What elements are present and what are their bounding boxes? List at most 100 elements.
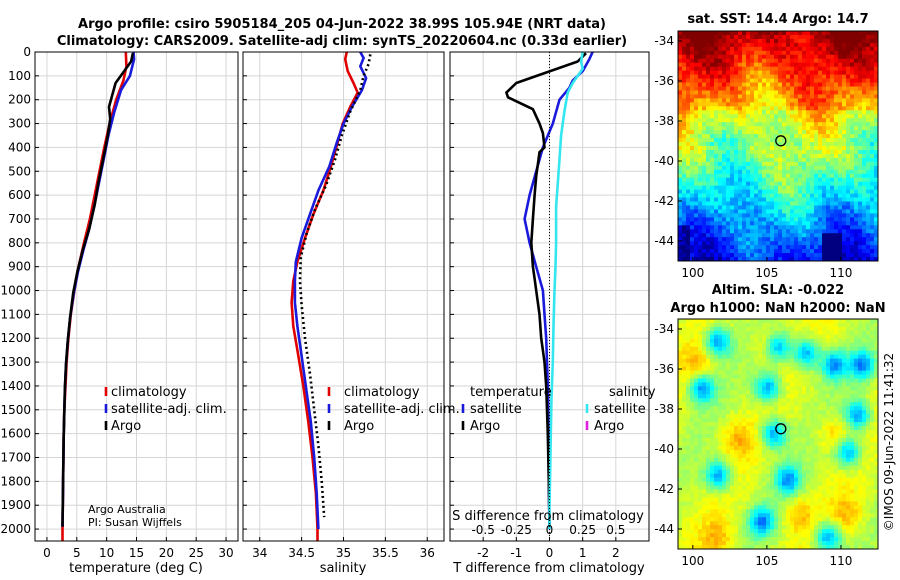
map-cell: [774, 173, 779, 179]
map-cell: [790, 217, 795, 222]
map-cell: [678, 153, 683, 159]
map-cell: [790, 149, 795, 155]
map-cell: [726, 410, 731, 415]
map-cell: [790, 422, 795, 427]
map-cell: [818, 430, 823, 435]
map-cell: [734, 126, 739, 131]
legend-label: satellite-adj. clim.: [344, 402, 460, 417]
map-cell: [698, 62, 703, 68]
map-cell: [874, 90, 878, 96]
map-cell: [726, 114, 731, 119]
map-cell: [802, 38, 807, 44]
map-cell: [714, 86, 719, 92]
map-cell: [866, 146, 871, 151]
map-cell: [758, 161, 763, 167]
x-tick-label: 34: [252, 546, 267, 560]
map-cell: [826, 350, 831, 356]
map-cell: [798, 374, 803, 380]
map-cell: [746, 34, 751, 40]
map-cell: [690, 146, 695, 151]
map-cell: [842, 394, 847, 399]
map-cell: [790, 350, 795, 356]
map-cell: [762, 102, 767, 107]
map-cell: [866, 122, 871, 127]
map-cell: [838, 437, 843, 443]
map-cell: [790, 366, 795, 372]
map-cell: [774, 31, 779, 36]
map-cell: [870, 406, 875, 411]
map-cell: [798, 70, 803, 76]
map-cell: [870, 193, 875, 199]
map-cell: [726, 102, 731, 107]
map-cell: [706, 38, 711, 44]
map-cell: [682, 58, 687, 64]
map-cell: [774, 213, 779, 218]
map-cell: [858, 354, 863, 360]
map-cell: [758, 221, 763, 226]
map-cell: [854, 177, 859, 183]
map-cell: [762, 82, 767, 88]
map-cell: [758, 354, 763, 360]
map-cell: [750, 253, 755, 258]
map-cell: [738, 38, 743, 44]
map-cell: [810, 173, 815, 179]
map-cell: [710, 441, 715, 447]
map-cell: [846, 86, 851, 92]
map-cell: [730, 402, 735, 407]
map-cell: [846, 94, 851, 100]
map-cell: [858, 426, 863, 431]
map-cell: [862, 82, 867, 88]
map-cell: [854, 346, 859, 352]
map-cell: [770, 410, 775, 415]
map-cell: [702, 173, 707, 179]
map-cell: [842, 74, 847, 80]
map-cell: [694, 449, 699, 455]
map-cell: [810, 342, 815, 348]
map-cell: [762, 426, 767, 431]
map-cell: [818, 346, 823, 352]
map-cell: [782, 197, 787, 203]
map-cell: [846, 342, 851, 348]
map-cell: [686, 189, 691, 195]
map-cell: [706, 253, 711, 258]
map-cell: [790, 146, 795, 151]
map-cell: [690, 241, 695, 246]
map-cell: [850, 319, 855, 324]
map-cell: [718, 342, 723, 348]
map-cell: [834, 90, 839, 96]
map-cell: [718, 346, 723, 352]
map-cell: [854, 201, 859, 207]
map-cell: [734, 338, 739, 344]
map-cell: [862, 358, 867, 364]
map-cell: [782, 338, 787, 344]
map-cell: [866, 126, 871, 131]
map-cell: [718, 201, 723, 207]
map-cell: [850, 54, 855, 60]
map-cell: [770, 253, 775, 258]
map-cell: [678, 237, 683, 242]
map-cell: [786, 213, 791, 218]
map-cell: [866, 130, 871, 135]
map-cell: [826, 189, 831, 195]
map-cell: [678, 50, 683, 56]
map-cell: [766, 213, 771, 218]
map-cell: [794, 161, 799, 167]
map-cell: [834, 169, 839, 175]
map-cell: [874, 94, 878, 100]
map-cell: [750, 461, 755, 467]
map-cell: [778, 90, 783, 96]
map-cell: [826, 94, 831, 100]
map-cell: [754, 319, 759, 324]
map-cell: [686, 42, 691, 48]
map-cell: [746, 217, 751, 222]
map-cell: [730, 241, 735, 246]
map-cell: [682, 358, 687, 364]
map-cell: [682, 169, 687, 175]
map-cell: [802, 322, 807, 328]
map-cell: [806, 237, 811, 242]
map-cell: [726, 58, 731, 64]
map-cell: [706, 197, 711, 203]
map-cell: [726, 177, 731, 183]
map-cell: [762, 153, 767, 159]
map-cell: [834, 110, 839, 115]
